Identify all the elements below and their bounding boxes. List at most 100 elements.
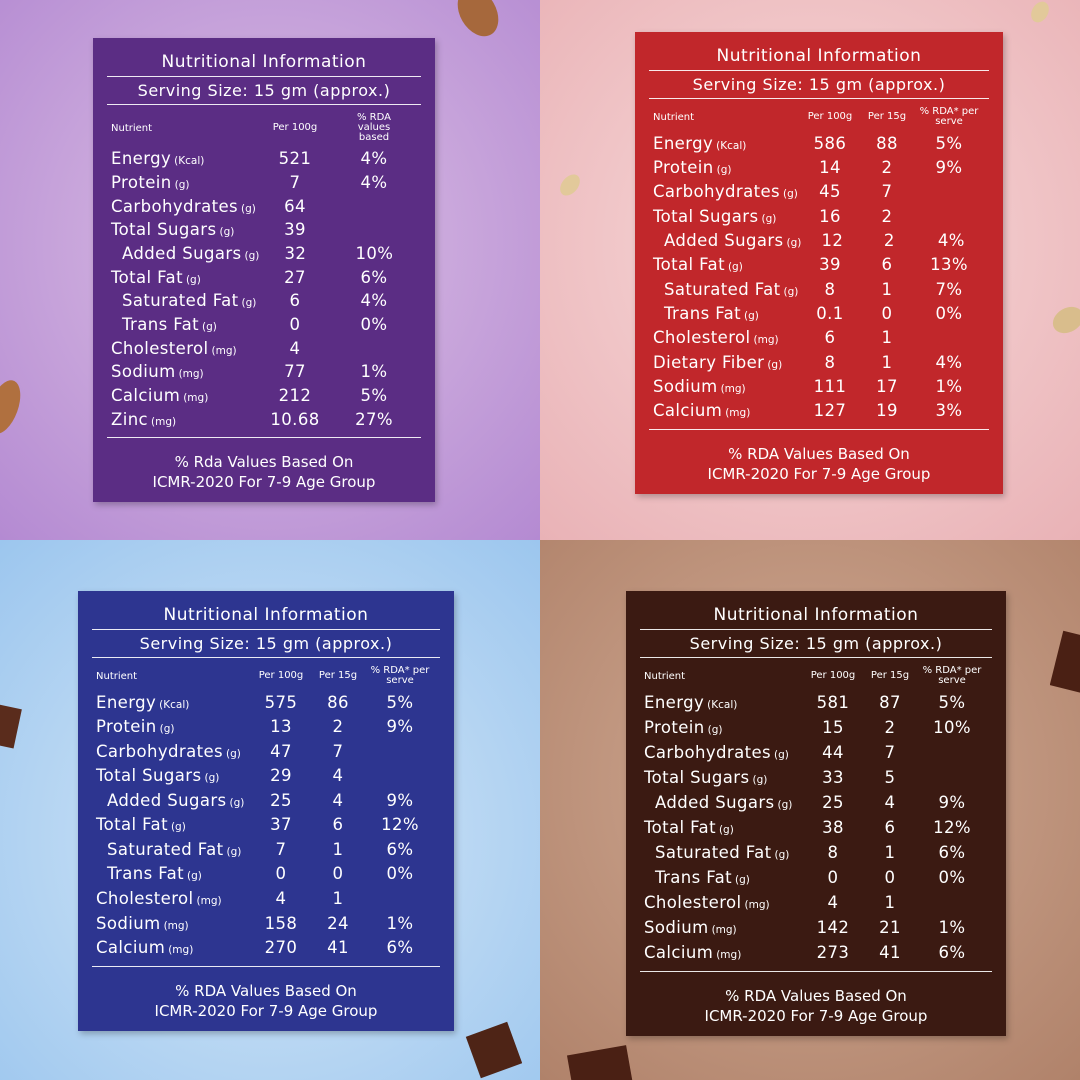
nutrient-row: Added Sugars (g) 32 10% [111, 244, 417, 263]
nutrient-name: Sodium (mg) [653, 377, 799, 396]
nutrient-name: Protein (g) [653, 158, 799, 177]
nutrient-value: 2 [332, 717, 344, 737]
nutrient-row: Sodium (mg) 142 21 1% [644, 918, 988, 937]
divider [92, 657, 440, 658]
nutrient-unit: (Kcal) [707, 699, 738, 711]
nutrient-unit: (mg) [720, 382, 746, 395]
nutrient-unit: (mg) [744, 899, 770, 911]
nutrient-name: Total Sugars (g) [653, 207, 799, 226]
nutrient-value: 14 [819, 157, 841, 177]
nutrient-label: Cholesterol [644, 893, 742, 912]
nutrient-name: Sodium (mg) [96, 914, 250, 933]
nutrient-name: Protein (g) [644, 718, 802, 737]
nutrient-value: 21 [879, 918, 901, 937]
nutrient-value: 9% [935, 157, 963, 177]
table-body: Energy (Kcal) 521 4% Protein (g) 7 4% Carbohydra… [107, 145, 421, 437]
nutrient-name: Total Fat (g) [653, 255, 799, 274]
nutrient-value: 2 [884, 718, 896, 737]
nutrient-value: 32 [284, 243, 307, 263]
nutrient-value: 44 [822, 743, 844, 762]
almond [457, 0, 499, 37]
nutrient-value: 13% [930, 255, 968, 275]
column-header: % RDA values based [357, 112, 391, 143]
nutrient-row: Protein (g) 13 2 9% [96, 717, 436, 736]
column-header: Per 15g [867, 111, 907, 122]
nutrient-label: Protein [653, 157, 714, 177]
column-header: Per 15g [870, 670, 910, 681]
nutrient-name: Saturated Fat (g) [111, 291, 259, 310]
nutrient-label: Carbohydrates [644, 743, 771, 762]
nutrient-value: 0 [884, 868, 896, 887]
nutrient-row: Added Sugars (g) 25 4 9% [644, 793, 988, 812]
nutrient-value: 47 [270, 741, 292, 761]
nutrient-row: Total Sugars (g) 16 2 [653, 207, 985, 226]
nutrient-value: 41 [327, 938, 349, 958]
nutrient-name: Total Fat (g) [96, 815, 250, 834]
nutrient-row: Trans Fat (g) 0 0 0% [644, 868, 988, 887]
nutrient-value: 5% [938, 693, 966, 712]
nutrient-name: Saturated Fat (g) [644, 843, 802, 862]
nutrient-row: Sodium (mg) 111 17 1% [653, 377, 985, 396]
nutrient-value: 29 [270, 766, 292, 786]
nutrient-label: Total Fat [96, 815, 168, 835]
divider [649, 70, 989, 71]
column-header: Per 100g [810, 670, 856, 681]
divider [107, 76, 421, 77]
nutrient-unit: (g) [241, 297, 257, 310]
nutrient-row: Saturated Fat (g) 7 1 6% [96, 840, 436, 859]
panel-title: Nutritional Information [713, 605, 919, 625]
nutrient-label: Saturated Fat [655, 843, 772, 862]
panel-footer: % RDA Values Based On ICMR-2020 For 7-9 A… [92, 967, 440, 1021]
nutrient-value: 64 [284, 196, 306, 216]
nutrient-label: Sodium [644, 918, 709, 937]
nutrient-unit: (g) [761, 212, 777, 225]
divider [92, 629, 440, 630]
nutrient-value: 6% [938, 843, 966, 862]
nutrient-name: Trans Fat (g) [644, 868, 802, 887]
nutrient-value: 12 [821, 230, 844, 250]
nutrient-value: 6 [881, 255, 893, 275]
nutrient-unit: (Kcal) [159, 698, 190, 711]
nutrient-value: 5% [360, 385, 388, 405]
nutrient-row: Cholesterol (mg) 6 1 [653, 328, 985, 347]
nutrient-row: Sodium (mg) 158 24 1% [96, 914, 436, 933]
nutrient-label: Trans Fat [107, 864, 185, 884]
nutrient-unit: (mg) [178, 368, 204, 381]
nutrient-row: Sodium (mg) 77 1% [111, 362, 417, 381]
nutrient-value: 6% [386, 839, 414, 859]
nutrient-row: Carbohydrates (g) 44 7 [644, 743, 988, 762]
nutrient-value: 4 [275, 889, 287, 909]
nutrient-value: 1% [938, 918, 966, 937]
nutrient-label: Trans Fat [655, 868, 733, 887]
nutrient-name: Dietary Fiber (g) [653, 353, 799, 372]
nutrient-unit: (g) [229, 796, 245, 809]
nutrient-value: 6% [938, 943, 966, 962]
nutrient-name: Total Fat (g) [111, 268, 259, 287]
nutrient-row: Calcium (mg) 212 5% [111, 386, 417, 405]
nutrient-unit: (mg) [168, 944, 194, 957]
nutrient-row: Total Sugars (g) 29 4 [96, 766, 436, 785]
nutrient-unit: (g) [244, 249, 260, 262]
nutrient-label: Cholesterol [653, 328, 751, 348]
nutrient-label: Cholesterol [111, 338, 209, 358]
table-header: Nutrient Per 100g Per 15g % RDA* per serve [649, 99, 989, 129]
nutrient-value: 212 [278, 385, 312, 405]
footer-line: ICMR-2020 For 7-9 Age Group [152, 473, 376, 491]
nutrient-unit: (g) [202, 320, 217, 333]
nutrient-row: Added Sugars (g) 12 2 4% [653, 231, 985, 250]
panel-title: Nutritional Information [163, 605, 369, 625]
chocolate [1050, 630, 1080, 694]
nutrient-name: Added Sugars (g) [96, 791, 250, 810]
nutrient-value: 25 [270, 790, 292, 810]
nutrient-row: Total Fat (g) 38 6 12% [644, 818, 988, 837]
nutrient-label: Total Fat [644, 818, 716, 837]
nutrient-unit: (Kcal) [174, 155, 205, 168]
divider [107, 437, 421, 438]
nutrient-name: Cholesterol (mg) [111, 339, 259, 358]
nutrient-value: 6 [332, 815, 344, 835]
panel-footer: % Rda Values Based On ICMR-2020 For 7-9 A… [107, 438, 421, 492]
nutrient-row: Total Fat (g) 39 6 13% [653, 255, 985, 274]
nutrient-label: Protein [96, 717, 157, 737]
nutrient-value: 0% [386, 864, 414, 884]
